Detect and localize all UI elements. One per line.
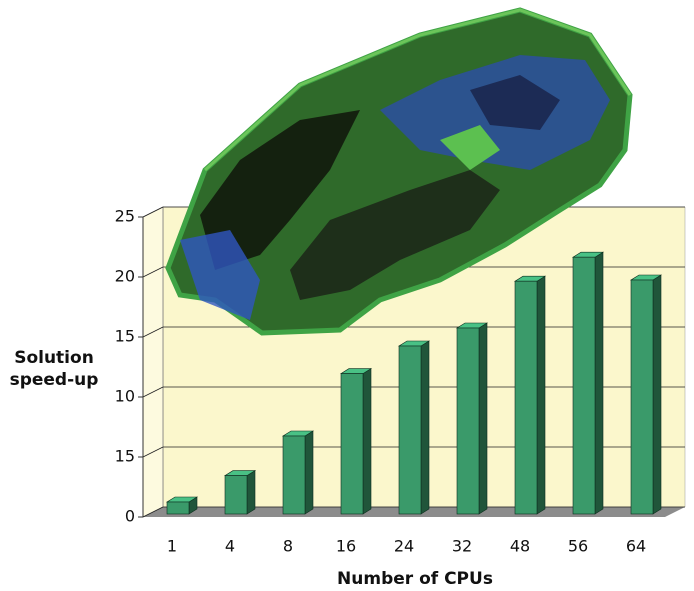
side-wall xyxy=(142,206,164,518)
grid-line xyxy=(142,206,164,218)
bar-side xyxy=(536,275,546,515)
bar xyxy=(456,327,480,515)
y-tick-label: 15 xyxy=(115,327,135,346)
bar xyxy=(224,475,248,515)
bar xyxy=(166,501,190,515)
car-image xyxy=(165,7,633,336)
x-tick-label: 24 xyxy=(394,537,414,556)
y-tick-label: 0 xyxy=(125,507,135,526)
y-tick-label: 25 xyxy=(115,207,135,226)
x-tick-label: 32 xyxy=(452,537,472,556)
bar-side xyxy=(420,340,430,515)
bar xyxy=(398,345,422,515)
bar xyxy=(514,280,538,515)
bar xyxy=(282,435,306,515)
grid-line xyxy=(142,506,164,518)
y-tick-label: 15 xyxy=(115,447,135,466)
grid-line xyxy=(142,386,164,398)
x-tick-label: 48 xyxy=(510,537,530,556)
bar-side xyxy=(362,368,372,515)
grid-line xyxy=(142,266,164,278)
bar xyxy=(572,256,596,515)
bar-side xyxy=(478,322,488,515)
x-tick-label: 8 xyxy=(283,537,293,556)
bar-side xyxy=(594,251,604,515)
bar xyxy=(340,373,364,515)
x-tick-label: 4 xyxy=(225,537,235,556)
x-axis-label: Number of CPUs xyxy=(337,569,493,589)
grid-line xyxy=(142,326,164,338)
bar-side xyxy=(652,274,662,515)
y-axis-label: Solution speed-up xyxy=(9,348,99,390)
x-tick-label: 56 xyxy=(568,537,588,556)
bar-side xyxy=(246,470,256,515)
x-tick-label: 16 xyxy=(336,537,356,556)
y-tick-label: 10 xyxy=(115,387,135,406)
bar xyxy=(630,279,654,515)
grid-line xyxy=(142,446,164,458)
bar-side xyxy=(304,430,314,515)
x-tick-label: 1 xyxy=(167,537,177,556)
y-tick-label: 20 xyxy=(115,267,135,286)
x-tick-label: 64 xyxy=(626,537,646,556)
